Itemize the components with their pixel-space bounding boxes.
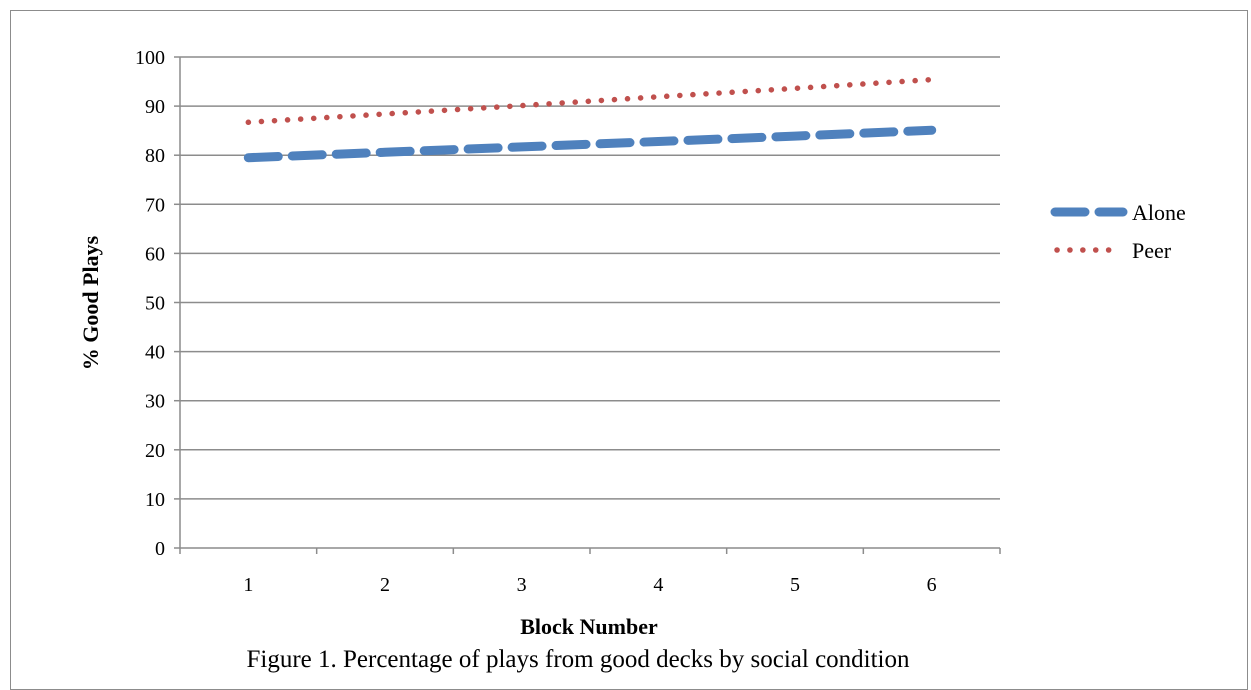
y-tick-labels: 0 10 20 30 40 50 60 70 80 90 100	[135, 47, 165, 560]
x-axis-title: Block Number	[520, 614, 658, 639]
x-tick-label-6: 6	[927, 574, 937, 596]
y-tick-label-40: 40	[145, 342, 165, 364]
y-tick-label-60: 60	[145, 243, 165, 265]
y-tick-label-0: 0	[155, 538, 165, 560]
y-tick-label-30: 30	[145, 391, 165, 413]
chart-frame	[10, 10, 1248, 690]
y-tick-label-90: 90	[145, 96, 165, 118]
gridlines	[180, 56, 1000, 500]
axes	[174, 56, 1001, 554]
x-tick-label-5: 5	[790, 574, 800, 596]
x-tick-label-1: 1	[243, 574, 253, 596]
x-tick-label-3: 3	[517, 574, 527, 596]
legend: Alone Peer	[1050, 200, 1186, 263]
legend-label-alone: Alone	[1132, 200, 1186, 225]
legend-label-peer: Peer	[1132, 238, 1172, 263]
series-line-alone	[243, 125, 937, 163]
y-tick-label-50: 50	[145, 293, 165, 315]
y-tick-label-100: 100	[135, 47, 165, 69]
y-tick-label-70: 70	[145, 194, 165, 216]
series-lines	[243, 76, 937, 163]
x-tick-label-4: 4	[653, 574, 663, 596]
x-tick-label-2: 2	[380, 574, 390, 596]
x-tick-labels: 1 2 3 4 5 6	[243, 574, 936, 596]
y-tick-label-80: 80	[145, 145, 165, 167]
series-line-peer	[245, 76, 935, 126]
y-axis-title: % Good Plays	[78, 235, 103, 370]
figure-caption: Figure 1. Percentage of plays from good …	[246, 646, 910, 673]
y-tick-label-20: 20	[145, 440, 165, 462]
y-tick-label-10: 10	[145, 489, 165, 511]
